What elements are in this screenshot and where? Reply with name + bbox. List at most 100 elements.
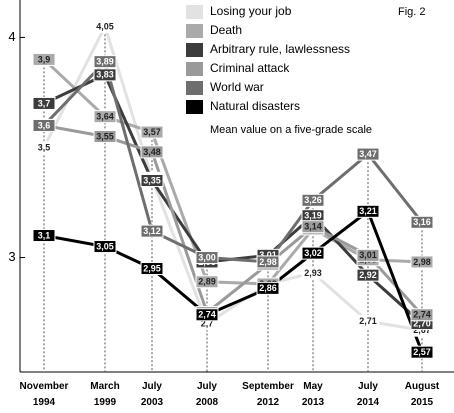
value-box bbox=[410, 215, 434, 229]
value-label: 3,01 bbox=[259, 250, 277, 260]
value-label: 3,64 bbox=[96, 112, 114, 122]
x-tick-label: August 2015 bbox=[405, 381, 440, 408]
value-box bbox=[32, 140, 56, 154]
value-label: 3,9 bbox=[38, 54, 51, 64]
value-box bbox=[32, 96, 56, 110]
x-tick-line: 2008 bbox=[196, 397, 219, 408]
value-box bbox=[140, 173, 164, 187]
value-label: 2,7 bbox=[201, 318, 214, 328]
x-tick-line: 2015 bbox=[411, 397, 434, 408]
value-label: 4,05 bbox=[96, 21, 114, 31]
value-label: 3,01 bbox=[359, 250, 377, 260]
value-box bbox=[32, 229, 56, 243]
value-box bbox=[140, 224, 164, 238]
legend-label: Criminal attack bbox=[210, 61, 290, 75]
value-box bbox=[93, 129, 117, 143]
value-label: 3,47 bbox=[359, 149, 377, 159]
x-tick-label: September 2012 bbox=[242, 381, 294, 408]
value-label: 3,14 bbox=[304, 222, 322, 232]
figure-label: Fig. 2 bbox=[398, 6, 426, 18]
value-label: 2,74 bbox=[413, 310, 431, 320]
legend-swatch bbox=[186, 43, 203, 57]
value-label: 2,98 bbox=[413, 257, 431, 267]
legend-label: Arbitrary rule, lawlessness bbox=[210, 42, 350, 56]
x-tick-line: July bbox=[197, 381, 217, 392]
value-label: 3,05 bbox=[96, 241, 114, 251]
value-box bbox=[93, 55, 117, 69]
value-label: 3,26 bbox=[304, 195, 322, 205]
value-box bbox=[301, 266, 325, 280]
value-box bbox=[410, 308, 434, 322]
value-box bbox=[32, 118, 56, 132]
x-tick-line: July bbox=[142, 381, 162, 392]
value-label: 2,70 bbox=[413, 318, 431, 328]
value-box bbox=[93, 110, 117, 124]
value-box bbox=[195, 251, 219, 265]
value-label: 3,89 bbox=[96, 57, 114, 67]
value-box bbox=[93, 19, 117, 33]
value-box bbox=[140, 262, 164, 276]
value-box bbox=[356, 147, 380, 161]
value-label: 3,35 bbox=[143, 175, 161, 185]
value-box bbox=[140, 145, 164, 159]
x-tick-line: 2012 bbox=[257, 397, 280, 408]
value-label: 3,19 bbox=[304, 211, 322, 221]
value-label: 3,5 bbox=[38, 142, 51, 152]
legend-label: Losing your job bbox=[210, 4, 292, 18]
value-label: 2,98 bbox=[259, 257, 277, 267]
value-box bbox=[32, 52, 56, 66]
value-box bbox=[93, 240, 117, 254]
value-box bbox=[301, 193, 325, 207]
x-tick-line: May bbox=[303, 381, 323, 392]
y-tick-label: 3 bbox=[8, 249, 15, 264]
x-tick-line: July bbox=[358, 381, 378, 392]
value-box bbox=[356, 314, 380, 328]
value-label: 2,57 bbox=[413, 347, 431, 357]
x-tick-line: 2013 bbox=[302, 397, 325, 408]
x-tick-line: March bbox=[90, 381, 119, 392]
value-box bbox=[356, 204, 380, 218]
value-box bbox=[140, 125, 164, 139]
value-box bbox=[410, 345, 434, 359]
value-label: 3,21 bbox=[359, 206, 377, 216]
value-label: 3,48 bbox=[143, 147, 161, 157]
value-label: 3,55 bbox=[96, 131, 114, 141]
value-label: 3,6 bbox=[38, 120, 51, 130]
value-label: 3,7 bbox=[38, 98, 51, 108]
x-tick-label: November 1994 bbox=[20, 381, 69, 408]
value-label: 3,00 bbox=[198, 252, 216, 262]
value-box bbox=[256, 255, 280, 269]
value-label: 3,16 bbox=[413, 217, 431, 227]
value-label: 3,02 bbox=[304, 248, 322, 258]
value-label: 2,89 bbox=[198, 277, 216, 287]
value-box bbox=[93, 68, 117, 82]
x-tick-line: September bbox=[242, 381, 294, 392]
legend-label: World war bbox=[210, 80, 264, 94]
x-tick-label: July 2003 bbox=[141, 381, 164, 408]
legend-swatch bbox=[186, 5, 203, 19]
legend-swatch bbox=[186, 100, 203, 114]
value-label: 2,71 bbox=[359, 316, 377, 326]
value-label: 2,74 bbox=[198, 310, 216, 320]
value-label: 2,86 bbox=[259, 283, 277, 293]
value-label: 3,12 bbox=[143, 226, 161, 236]
x-tick-line: 2003 bbox=[141, 397, 164, 408]
legend-swatch bbox=[186, 24, 203, 38]
value-label: 2,93 bbox=[304, 268, 322, 278]
value-box bbox=[301, 220, 325, 234]
legend-label: Death bbox=[210, 23, 242, 37]
value-label: 3,1 bbox=[38, 230, 51, 240]
x-tick-label: March 1999 bbox=[90, 381, 119, 408]
y-tick-label: 4 bbox=[8, 29, 15, 44]
x-tick-line: 2014 bbox=[357, 397, 380, 408]
value-box bbox=[301, 246, 325, 260]
series-line bbox=[42, 22, 423, 332]
x-tick-line: 1994 bbox=[33, 397, 56, 408]
value-box bbox=[410, 255, 434, 269]
x-tick-line: November bbox=[20, 381, 69, 392]
x-tick-label: July 2008 bbox=[196, 381, 219, 408]
x-tick-line: August bbox=[405, 381, 440, 392]
x-tick-label: May 2013 bbox=[302, 381, 325, 408]
value-box bbox=[195, 275, 219, 289]
